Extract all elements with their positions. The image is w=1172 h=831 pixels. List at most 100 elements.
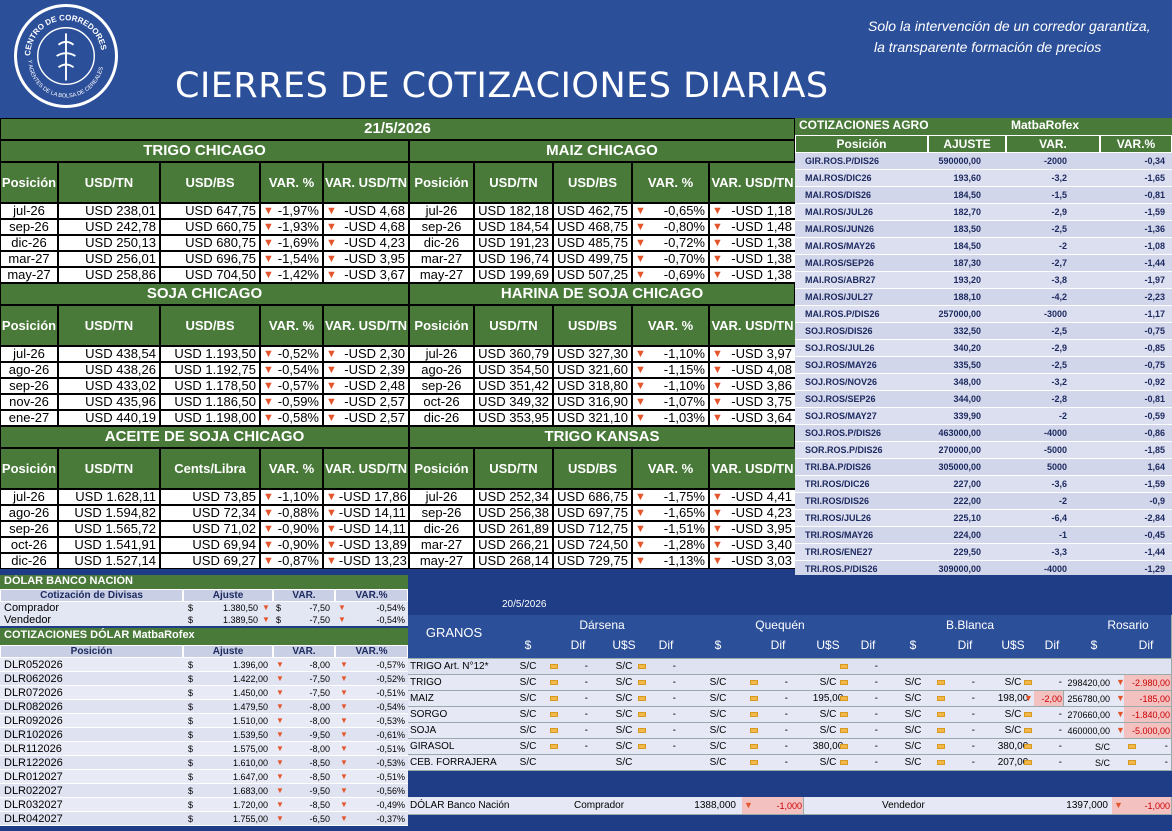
- grain-value: S/C: [904, 741, 922, 752]
- cell-harina-3-4: ▼ -USD 3,75: [709, 394, 796, 410]
- cell-value: -0,59%: [277, 394, 319, 409]
- cell-value: USD 268,14: [478, 553, 549, 568]
- cell-value: -1,93%: [277, 219, 319, 234]
- agro-cell: -0,75: [1144, 360, 1165, 370]
- cell-aceite-0-4: ▼ -USD 17,86: [323, 489, 409, 505]
- cell-value: -USD 4,68: [344, 219, 405, 234]
- agro-cell: 463000,00: [938, 428, 981, 438]
- agro-source: MatbaRofex: [1005, 118, 1101, 135]
- agro-row: SOJ.ROS/MAY26 335,50 -2,5 -0,75: [795, 357, 1172, 374]
- down-arrow-icon: ▼: [635, 253, 646, 265]
- down-arrow-icon: ▼: [338, 603, 346, 612]
- cell-value: sep-26: [9, 219, 49, 234]
- agro-cell: -1,44: [1144, 547, 1165, 557]
- cell-value: ago-26: [421, 362, 462, 377]
- agro-title-filler: [1101, 118, 1172, 135]
- cell-soja-0-4: ▼ -USD 2,30: [323, 346, 409, 362]
- dolar-banco-cell: -0,54%: [376, 603, 405, 613]
- down-arrow-icon: ▼: [340, 660, 348, 669]
- cell-soja-1-1: USD 438,26: [58, 362, 160, 378]
- cell-aceite-1-2: USD 72,34: [160, 505, 260, 521]
- neutral-marker-icon: [937, 744, 945, 749]
- grain-value: S/C: [615, 757, 633, 768]
- cell-value: dic-26: [423, 521, 460, 536]
- red-cell-bg: [1034, 691, 1064, 707]
- dolar-matba-cell: -0,53%: [376, 758, 405, 768]
- cell-value: may-27: [419, 267, 464, 282]
- dolar-banco-header-1: Ajuste: [183, 589, 273, 602]
- cell-value: sep-26: [9, 521, 49, 536]
- grain-dif: -: [584, 693, 588, 704]
- down-arrow-icon: ▼: [712, 539, 723, 551]
- down-arrow-icon: ▼: [712, 237, 723, 249]
- grain-dif: -: [672, 741, 676, 752]
- grain-value: S/C: [519, 741, 537, 752]
- grain-dif: -: [672, 693, 676, 704]
- cell-value: USD 242,78: [85, 219, 156, 234]
- cell-maiz-1-4: ▼ -USD 1,48: [709, 219, 796, 235]
- agro-cell: 339,90: [953, 411, 981, 421]
- grain-value: S/C: [819, 709, 837, 720]
- cell-harina-1-4: ▼ -USD 4,08: [709, 362, 796, 378]
- dolar-matba-cell: -0,54%: [376, 702, 405, 712]
- agro-cell: -1: [1058, 530, 1067, 540]
- agro-row: MAI.ROS/SEP26 187,30 -2,7 -1,44: [795, 255, 1172, 272]
- cell-kansas-3-3: ▼ -1,28%: [632, 537, 709, 553]
- neutral-marker-icon: [1024, 744, 1032, 749]
- agro-title: COTIZACIONES AGRO: [795, 118, 1005, 135]
- cell-soja-0-2: USD 1.193,50: [160, 346, 260, 362]
- granos-title: GRANOS: [425, 625, 483, 640]
- neutral-marker-icon: [840, 712, 848, 717]
- grain-dif: -: [584, 741, 588, 752]
- cell-trigo-4-1: USD 258,86: [58, 267, 160, 283]
- agro-cell: TRI.ROS/MAY26: [805, 530, 874, 540]
- grain-value: S/C: [1004, 725, 1022, 736]
- grain-value: S/C: [1004, 709, 1022, 720]
- grain-dif: -: [784, 725, 788, 736]
- cell-maiz-3-0: mar-27: [409, 251, 474, 267]
- cell-value: -USD 3,75: [731, 394, 792, 409]
- neutral-marker-icon: [550, 680, 558, 685]
- grain-dif: -: [874, 741, 878, 752]
- neutral-marker-icon: [638, 664, 646, 669]
- cell-maiz-2-1: USD 191,23: [474, 235, 553, 251]
- down-arrow-icon: ▼: [340, 730, 348, 739]
- cell-value: USD 724,50: [557, 537, 628, 552]
- down-arrow-icon: ▼: [340, 744, 348, 753]
- agro-cell: 5000: [1046, 462, 1067, 472]
- cell-value: USD 1.628,11: [75, 489, 156, 504]
- col-header-soja-1: USD/TN: [58, 305, 160, 346]
- agro-row: MAI.ROS/DIS26 184,50 -1,5 -0,81: [795, 187, 1172, 204]
- down-arrow-icon: ▼: [326, 507, 337, 519]
- down-arrow-icon: ▼: [276, 674, 284, 683]
- grain-value: S/C: [904, 709, 922, 720]
- cell-harina-0-2: USD 327,30: [553, 346, 632, 362]
- col-header-aceite-1: USD/TN: [58, 448, 160, 489]
- cell-value: jul-26: [13, 203, 45, 218]
- grain-name: CEB. FORRAJERA: [410, 757, 497, 768]
- agro-cell: MAI.ROS.P/DIS26: [805, 309, 880, 319]
- down-arrow-icon: ▼: [340, 758, 348, 767]
- cell-aceite-2-1: USD 1.565,72: [58, 521, 160, 537]
- down-arrow-icon: ▼: [263, 269, 274, 281]
- cell-harina-2-3: ▼ -1,10%: [632, 378, 709, 394]
- rosario-price: 270660,00: [1067, 710, 1110, 720]
- cell-kansas-2-2: USD 712,75: [553, 521, 632, 537]
- cell-value: -USD 13,89: [338, 537, 407, 552]
- grain-dif: -: [672, 709, 676, 720]
- cell-aceite-4-1: USD 1.527,14: [58, 553, 160, 569]
- agro-cell: 590000,00: [938, 156, 981, 166]
- col-header-trigo-3: VAR. %: [260, 162, 323, 203]
- cell-value: -USD 13,23: [338, 553, 407, 568]
- grain-dif: -: [971, 741, 975, 752]
- dolar-matba-row: [0, 770, 408, 784]
- col-header-harina-3: VAR. %: [632, 305, 709, 346]
- grain-dif: -: [874, 677, 878, 688]
- down-arrow-icon: ▼: [712, 380, 723, 392]
- agro-row: SOR.ROS.P/DIS26 270000,00 -5000 -1,85: [795, 442, 1172, 459]
- agro-cell: -2: [1058, 496, 1067, 506]
- grain-dif: -: [784, 757, 788, 768]
- grain-value: S/C: [615, 661, 633, 672]
- neutral-marker-icon: [750, 760, 758, 765]
- dolar-matba-row: [0, 798, 408, 812]
